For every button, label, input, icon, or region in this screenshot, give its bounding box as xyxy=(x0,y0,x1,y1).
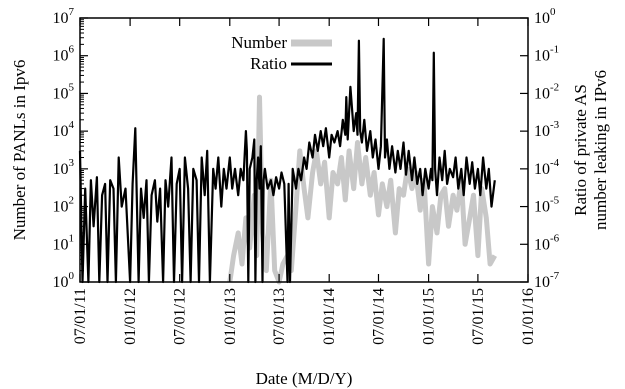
y-tick-label: 105 xyxy=(53,81,75,102)
series-ratio-line xyxy=(78,37,496,284)
y2-tick-label: 10-2 xyxy=(534,81,559,102)
x-tick-label: 07/01/12 xyxy=(172,288,189,345)
y-tick-label: 102 xyxy=(53,195,75,216)
y2-axis-title-line: Ratio of private AS xyxy=(571,84,590,216)
y-axis-title: Number of PANLs in Ipv6 xyxy=(10,60,29,241)
x-tick-label: 07/01/11 xyxy=(72,288,89,344)
y2-axis-title-line: number leaking in IPv6 xyxy=(591,70,610,230)
x-tick-label: 01/01/12 xyxy=(122,288,139,345)
x-tick-label: 07/01/15 xyxy=(470,288,487,345)
series-number-line xyxy=(227,94,497,285)
y-tick-label: 103 xyxy=(53,157,75,178)
y2-tick-label: 100 xyxy=(534,6,556,27)
x-tick-label: 01/01/14 xyxy=(321,288,338,345)
y-tick-label: 106 xyxy=(53,44,75,65)
plot-frame xyxy=(79,17,529,283)
y2-tick-label: 10-7 xyxy=(534,270,560,291)
y2-tick-label: 10-3 xyxy=(534,119,560,140)
legend-label-number: Number xyxy=(231,33,287,52)
y2-tick-label: 10-4 xyxy=(534,157,560,178)
x-tick-label: 01/01/13 xyxy=(222,288,239,345)
y-tick-label: 100 xyxy=(53,270,75,291)
x-tick-label: 01/01/15 xyxy=(421,288,438,345)
x-axis-title: Date (M/D/Y) xyxy=(256,369,353,388)
y2-tick-label: 10-5 xyxy=(534,195,560,216)
y-tick-label: 107 xyxy=(53,6,75,27)
series-layer xyxy=(78,37,497,285)
axes-layer: 100 101 102 103 104 105 106 107 10-7 10-6 10-5 10-4… xyxy=(10,6,610,388)
x-tick-label: 07/01/13 xyxy=(271,288,288,345)
x-tick-label: 01/01/16 xyxy=(520,288,537,345)
x-tick-label: 07/01/14 xyxy=(370,288,387,345)
y-tick-label: 101 xyxy=(53,232,75,253)
legend: Number Ratio xyxy=(231,33,332,73)
y2-tick-label: 10-6 xyxy=(534,232,560,253)
legend-label-ratio: Ratio xyxy=(250,54,287,73)
y-tick-label: 104 xyxy=(53,119,75,140)
y2-tick-label: 10-1 xyxy=(534,44,559,65)
